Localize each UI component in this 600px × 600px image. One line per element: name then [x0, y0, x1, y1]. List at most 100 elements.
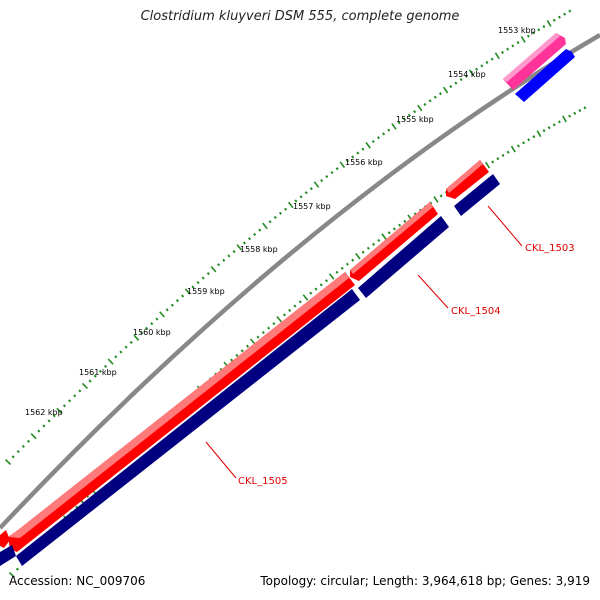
major-tick-mark — [536, 130, 542, 138]
minor-tick-mark — [240, 349, 244, 353]
minor-tick-mark — [88, 379, 92, 383]
minor-tick-mark — [129, 340, 133, 345]
minor-tick-mark — [557, 15, 561, 19]
minor-tick-mark — [324, 279, 329, 283]
minor-tick-mark — [98, 369, 102, 373]
minor-tick-mark — [181, 294, 185, 298]
minor-tick-mark — [351, 258, 355, 262]
minor-tick-mark — [258, 228, 262, 232]
minor-tick-mark — [206, 272, 210, 276]
minor-tick-mark — [552, 123, 556, 127]
minor-tick-mark — [511, 44, 515, 48]
minor-tick-mark — [232, 250, 236, 254]
major-tick-mark — [249, 338, 256, 345]
minor-tick-mark — [475, 67, 479, 71]
minor-tick-mark — [235, 353, 239, 357]
minor-tick-mark — [563, 12, 567, 16]
cds-ckl-1504[interactable] — [350, 202, 438, 281]
minor-tick-mark — [568, 9, 572, 13]
gene-partial-left[interactable] — [0, 545, 16, 566]
cds-ckl-1503[interactable] — [446, 160, 489, 199]
minor-tick-mark — [387, 231, 391, 235]
minor-tick-mark — [522, 141, 526, 145]
minor-tick-mark — [268, 220, 272, 224]
minor-tick-mark — [256, 335, 260, 339]
minor-tick-mark — [407, 113, 411, 117]
minor-tick-mark — [506, 47, 510, 51]
minor-tick-mark — [423, 102, 427, 106]
accession-text: Accession: NC_009706 — [9, 574, 146, 588]
minor-tick-mark — [284, 207, 288, 211]
minor-tick-mark — [387, 128, 391, 132]
minor-tick-mark — [459, 78, 463, 82]
minor-tick-mark — [330, 171, 334, 175]
minor-tick-mark — [298, 300, 302, 304]
minor-tick-mark — [191, 285, 195, 289]
gene-ckl-1504[interactable] — [358, 216, 449, 298]
minor-tick-mark — [340, 266, 344, 270]
major-tick-mark — [417, 104, 423, 112]
minor-tick-mark — [155, 317, 159, 321]
minor-tick-mark — [578, 108, 582, 113]
gene-ckl-1505[interactable] — [16, 289, 360, 566]
minor-tick-mark — [526, 34, 530, 38]
tick-label-1556: 1556 kbp — [345, 158, 383, 167]
major-tick-mark — [302, 294, 309, 301]
gene-label-ckl-1503: CKL_1503 — [525, 243, 575, 254]
tick-label-1553: 1553 kbp — [498, 26, 536, 35]
minor-tick-mark — [490, 57, 494, 61]
minor-tick-mark — [80, 500, 84, 504]
minor-tick-mark — [73, 394, 77, 398]
tick-label-1558: 1558 kbp — [240, 245, 278, 254]
major-tick-mark — [8, 572, 16, 578]
minor-tick-mark — [361, 250, 365, 254]
minor-tick-mark — [542, 25, 546, 29]
minor-tick-mark — [485, 60, 489, 65]
minor-tick-mark — [52, 414, 56, 418]
major-tick-mark — [520, 35, 526, 43]
minor-tick-mark — [196, 280, 200, 285]
tick-label-1561: 1561 kbp — [79, 368, 117, 377]
genome-summary-text: Topology: circular; Length: 3,964,618 bp… — [260, 574, 590, 588]
minor-tick-mark — [170, 303, 174, 307]
minor-tick-mark — [114, 355, 118, 359]
cds-ckl-1505-highlight — [8, 272, 349, 538]
feature-pink[interactable] — [503, 33, 566, 90]
gene-label-ckl-1504: CKL_1504 — [451, 306, 501, 317]
cds-partial-left[interactable] — [0, 530, 10, 548]
feature-blue[interactable] — [515, 49, 575, 102]
minor-tick-mark — [119, 350, 123, 354]
major-tick-mark — [328, 273, 335, 280]
minor-tick-mark — [261, 331, 265, 335]
minor-tick-mark — [491, 160, 495, 164]
tick-label-1557: 1557 kbp — [293, 202, 331, 211]
major-tick-mark — [485, 161, 491, 169]
minor-tick-mark — [103, 364, 108, 368]
minor-tick-mark — [21, 444, 25, 448]
minor-tick-mark — [377, 238, 381, 242]
major-tick-mark — [381, 233, 387, 240]
minor-tick-mark — [273, 215, 277, 220]
major-tick-mark — [433, 196, 439, 203]
minor-tick-mark — [506, 150, 510, 154]
minor-tick-mark — [201, 276, 205, 280]
minor-tick-mark — [145, 326, 149, 330]
minor-tick-mark — [11, 455, 15, 459]
minor-tick-mark — [542, 129, 546, 133]
minor-tick-mark — [552, 18, 556, 22]
minor-tick-mark — [139, 331, 144, 335]
major-tick-mark — [81, 382, 88, 390]
minor-tick-mark — [402, 117, 406, 121]
major-tick-mark — [4, 458, 12, 466]
minor-tick-mark — [319, 283, 323, 287]
cds-ckl-1505[interactable] — [8, 272, 355, 552]
minor-tick-mark — [42, 424, 46, 428]
minor-tick-mark — [361, 147, 365, 151]
minor-tick-mark — [403, 219, 407, 223]
minor-tick-mark — [78, 389, 82, 393]
minor-tick-mark — [47, 419, 51, 423]
gene-ckl-1503[interactable] — [454, 174, 500, 216]
minor-tick-mark — [516, 41, 520, 45]
major-tick-mark — [494, 52, 500, 60]
